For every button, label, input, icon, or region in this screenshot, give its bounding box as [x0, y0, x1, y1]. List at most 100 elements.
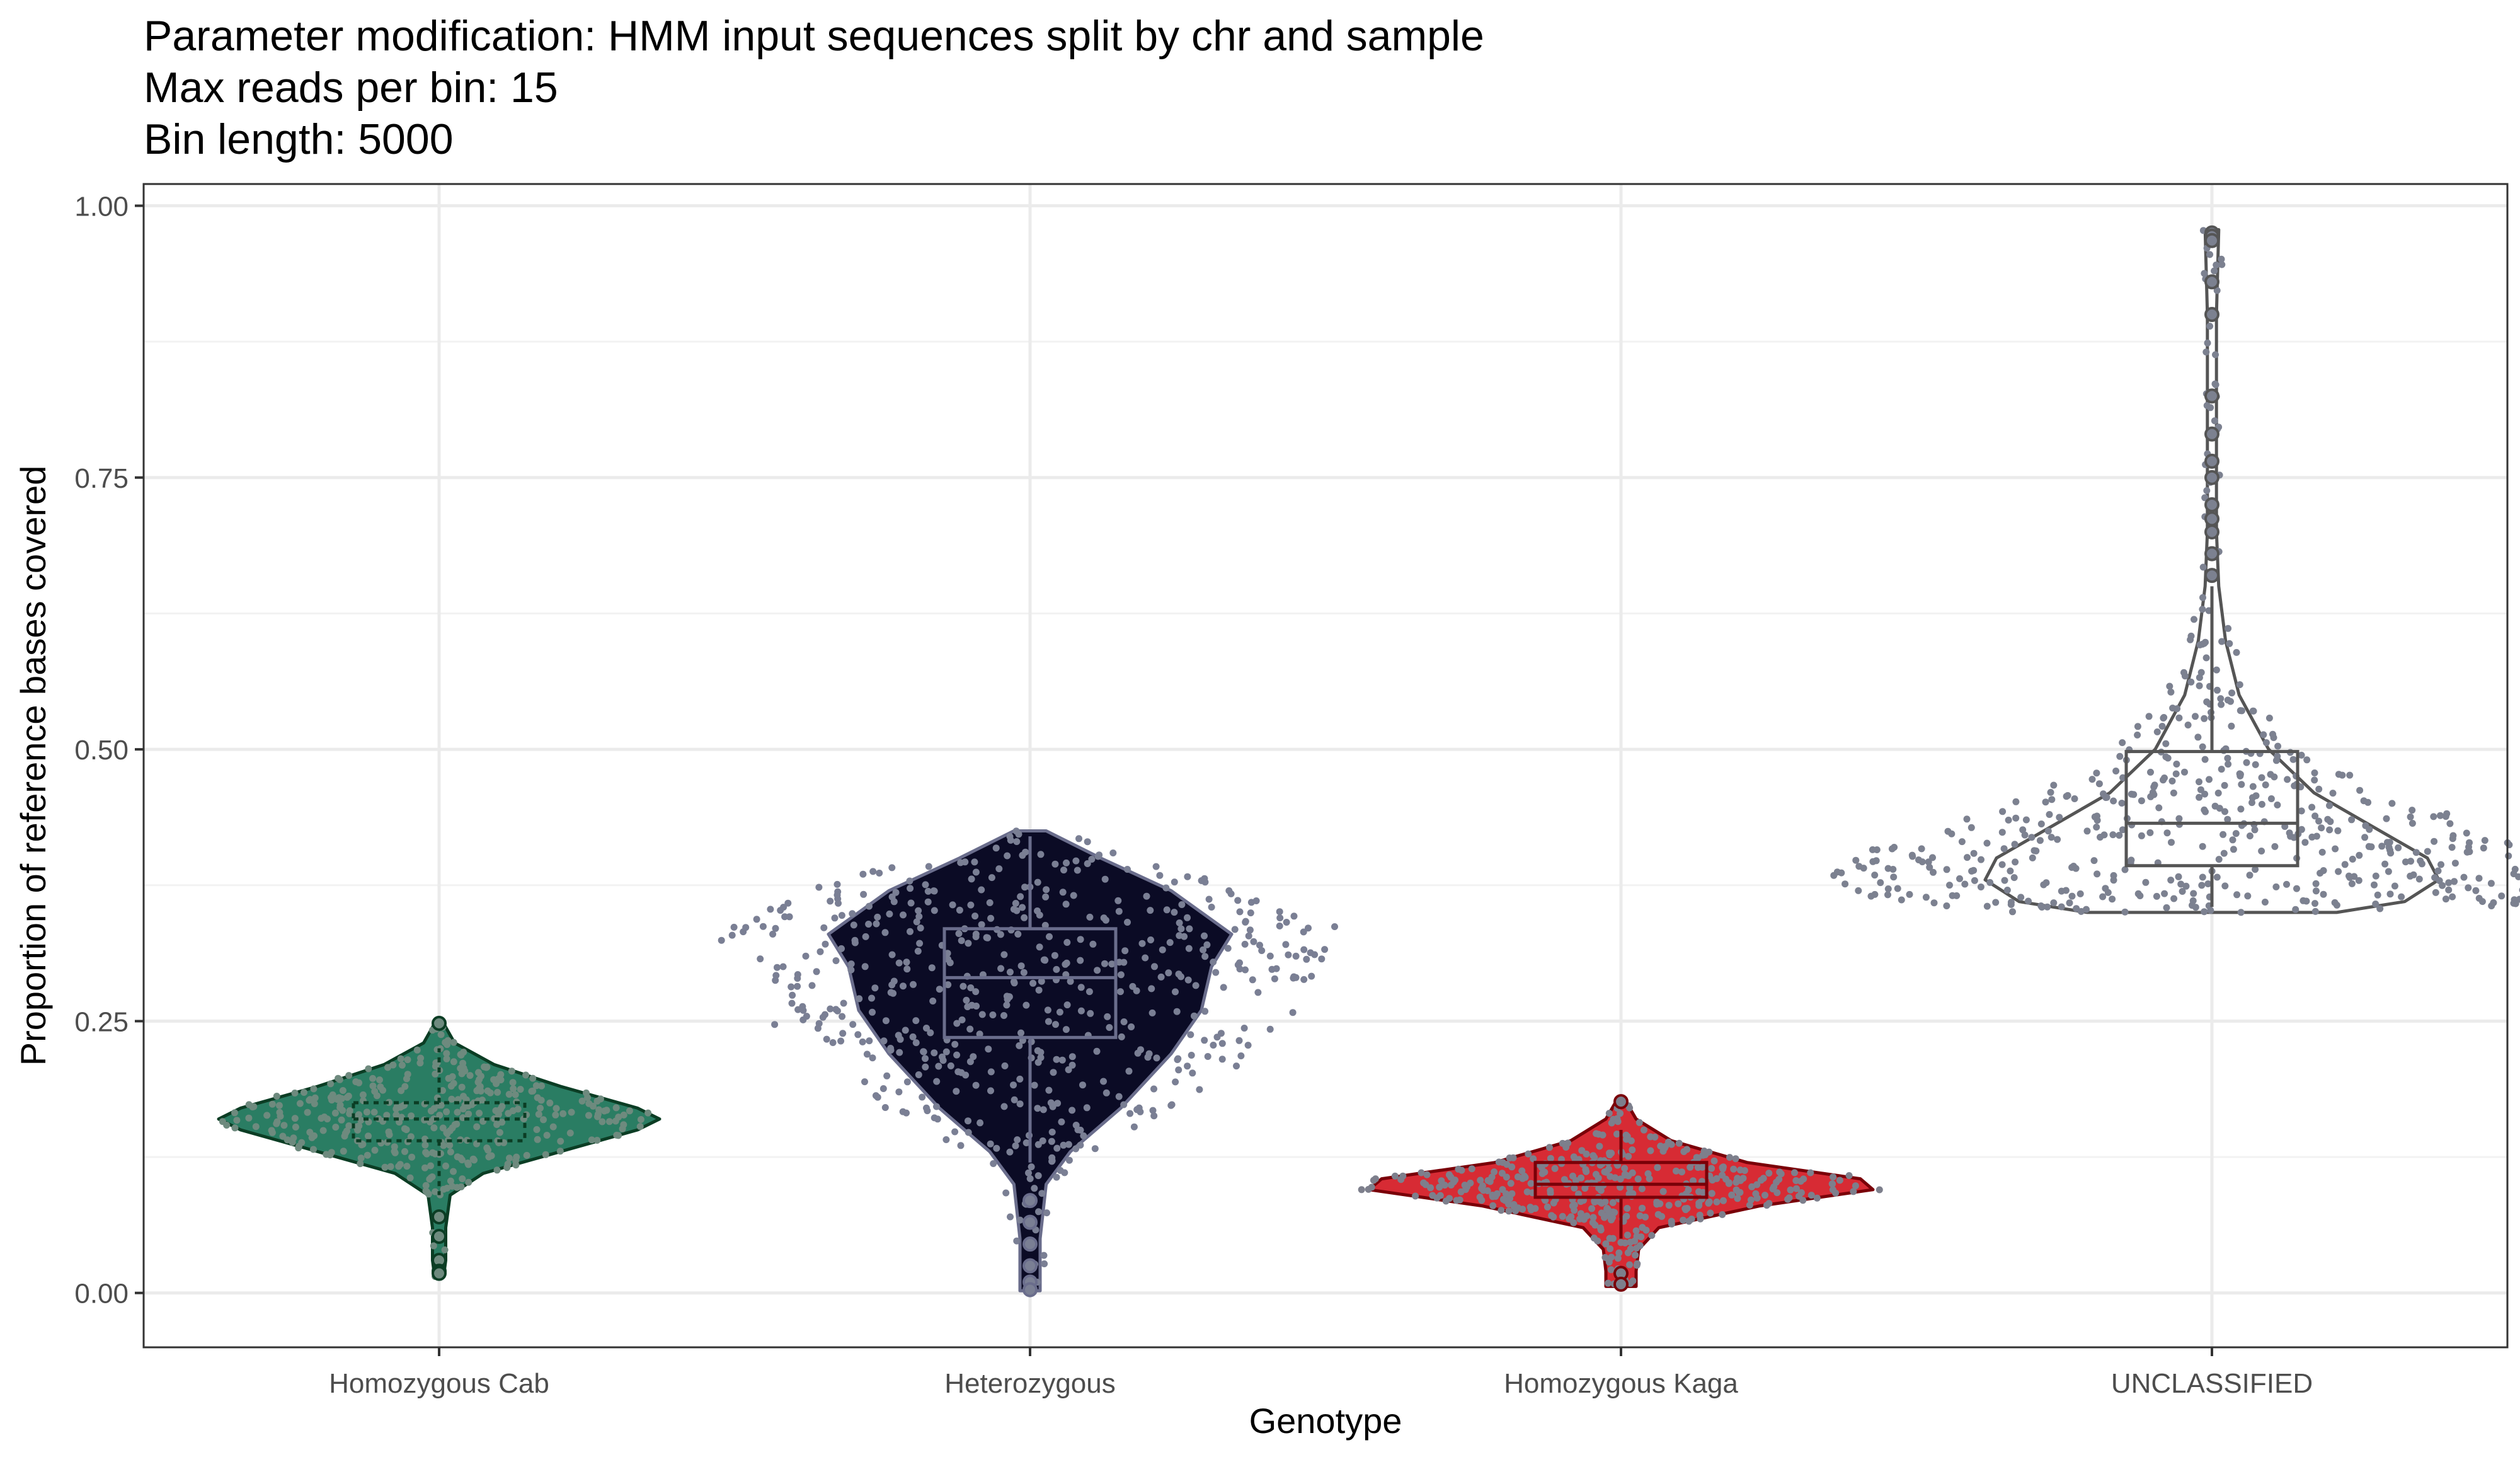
- data-point: [1608, 1216, 1615, 1224]
- data-point: [2046, 811, 2053, 818]
- data-point: [296, 1100, 304, 1107]
- data-point: [2407, 872, 2414, 880]
- data-point: [1591, 1154, 1598, 1161]
- data-point: [421, 1141, 429, 1149]
- data-point: [2218, 255, 2225, 263]
- data-point: [2103, 793, 2110, 801]
- data-point: [2093, 769, 2100, 777]
- data-point: [1526, 1204, 1534, 1211]
- data-point: [2199, 873, 2206, 881]
- data-point: [1627, 1137, 1635, 1144]
- data-point: [2145, 713, 2153, 720]
- data-point: [958, 1016, 966, 1023]
- data-point: [2430, 813, 2437, 820]
- data-point: [476, 1110, 483, 1117]
- data-point: [1134, 1049, 1142, 1057]
- data-point: [1998, 829, 2006, 836]
- data-point: [927, 1029, 934, 1037]
- data-point: [537, 1105, 544, 1112]
- data-point: [1983, 902, 1991, 910]
- data-point: [398, 1087, 405, 1095]
- data-point: [1646, 1175, 1653, 1182]
- data-point: [2119, 739, 2126, 746]
- data-point: [1943, 866, 1950, 873]
- data-point: [273, 1118, 281, 1125]
- data-point: [396, 1161, 404, 1168]
- data-point: [2199, 606, 2206, 613]
- data-point: [475, 1069, 482, 1076]
- data-point: [514, 1105, 522, 1113]
- data-point: [1719, 1211, 1726, 1218]
- data-point: [1162, 884, 1170, 892]
- data-point: [1695, 1188, 1702, 1195]
- data-point: [2199, 563, 2207, 571]
- data-point: [2315, 817, 2323, 825]
- data-point: [1208, 904, 1215, 911]
- data-point: [1041, 921, 1049, 929]
- data-point: [2025, 897, 2032, 905]
- data-point: [423, 1188, 430, 1195]
- data-point: [444, 1037, 452, 1044]
- data-point: [2311, 769, 2318, 776]
- data-point: [1855, 887, 1862, 894]
- data-point: [1629, 1190, 1637, 1197]
- data-point: [920, 1048, 927, 1056]
- data-point: [2385, 868, 2392, 875]
- data-point: [588, 1136, 595, 1144]
- data-point: [1016, 1100, 1024, 1108]
- data-point: [2201, 806, 2208, 814]
- data-point: [311, 1132, 318, 1139]
- data-point: [2391, 882, 2398, 890]
- data-point: [2150, 791, 2158, 798]
- data-point: [1094, 967, 1101, 974]
- data-point: [493, 1078, 500, 1086]
- data-point: [355, 1079, 363, 1086]
- data-point: [1607, 1266, 1615, 1274]
- data-point: [1673, 1167, 1680, 1175]
- data-point: [968, 1001, 976, 1009]
- data-point: [1049, 1103, 1057, 1110]
- data-point: [1063, 939, 1071, 946]
- data-point: [1547, 1187, 1554, 1194]
- data-point: [2213, 686, 2221, 694]
- data-point: [983, 934, 990, 941]
- data-point: [1079, 1081, 1086, 1089]
- data-point: [2160, 714, 2168, 721]
- data-point: [814, 1025, 822, 1032]
- data-point: [987, 1087, 994, 1095]
- data-point: [2044, 827, 2052, 835]
- data-point: [2042, 879, 2050, 887]
- data-point: [2109, 895, 2116, 903]
- data-point: [231, 1124, 239, 1132]
- data-point: [2190, 890, 2197, 897]
- data-point: [2155, 804, 2163, 812]
- data-point: [966, 1058, 974, 1066]
- data-point: [2134, 723, 2141, 730]
- data-point: [949, 901, 956, 909]
- data-point: [2267, 771, 2274, 778]
- data-point: [1041, 956, 1048, 964]
- data-point: [2267, 795, 2275, 802]
- data-point: [2211, 380, 2219, 388]
- data-point: [534, 1136, 541, 1143]
- data-point: [1884, 885, 1892, 892]
- data-point: [1068, 1061, 1076, 1069]
- data-point: [2384, 839, 2391, 846]
- data-point: [1559, 1139, 1566, 1147]
- outlier-point: [2204, 524, 2219, 540]
- data-point: [827, 897, 834, 905]
- data-point: [1035, 1208, 1042, 1216]
- data-point: [2505, 852, 2512, 860]
- data-point: [799, 1006, 807, 1014]
- data-point: [1683, 1146, 1691, 1153]
- data-point: [923, 1025, 930, 1032]
- data-point: [1006, 1148, 1014, 1156]
- data-point: [338, 1116, 345, 1124]
- data-point: [1613, 1131, 1620, 1138]
- data-point: [2199, 743, 2206, 751]
- data-point: [1719, 1163, 1727, 1171]
- data-point: [944, 955, 952, 963]
- data-point: [1104, 1013, 1111, 1020]
- data-point: [767, 906, 774, 913]
- data-point: [820, 924, 828, 931]
